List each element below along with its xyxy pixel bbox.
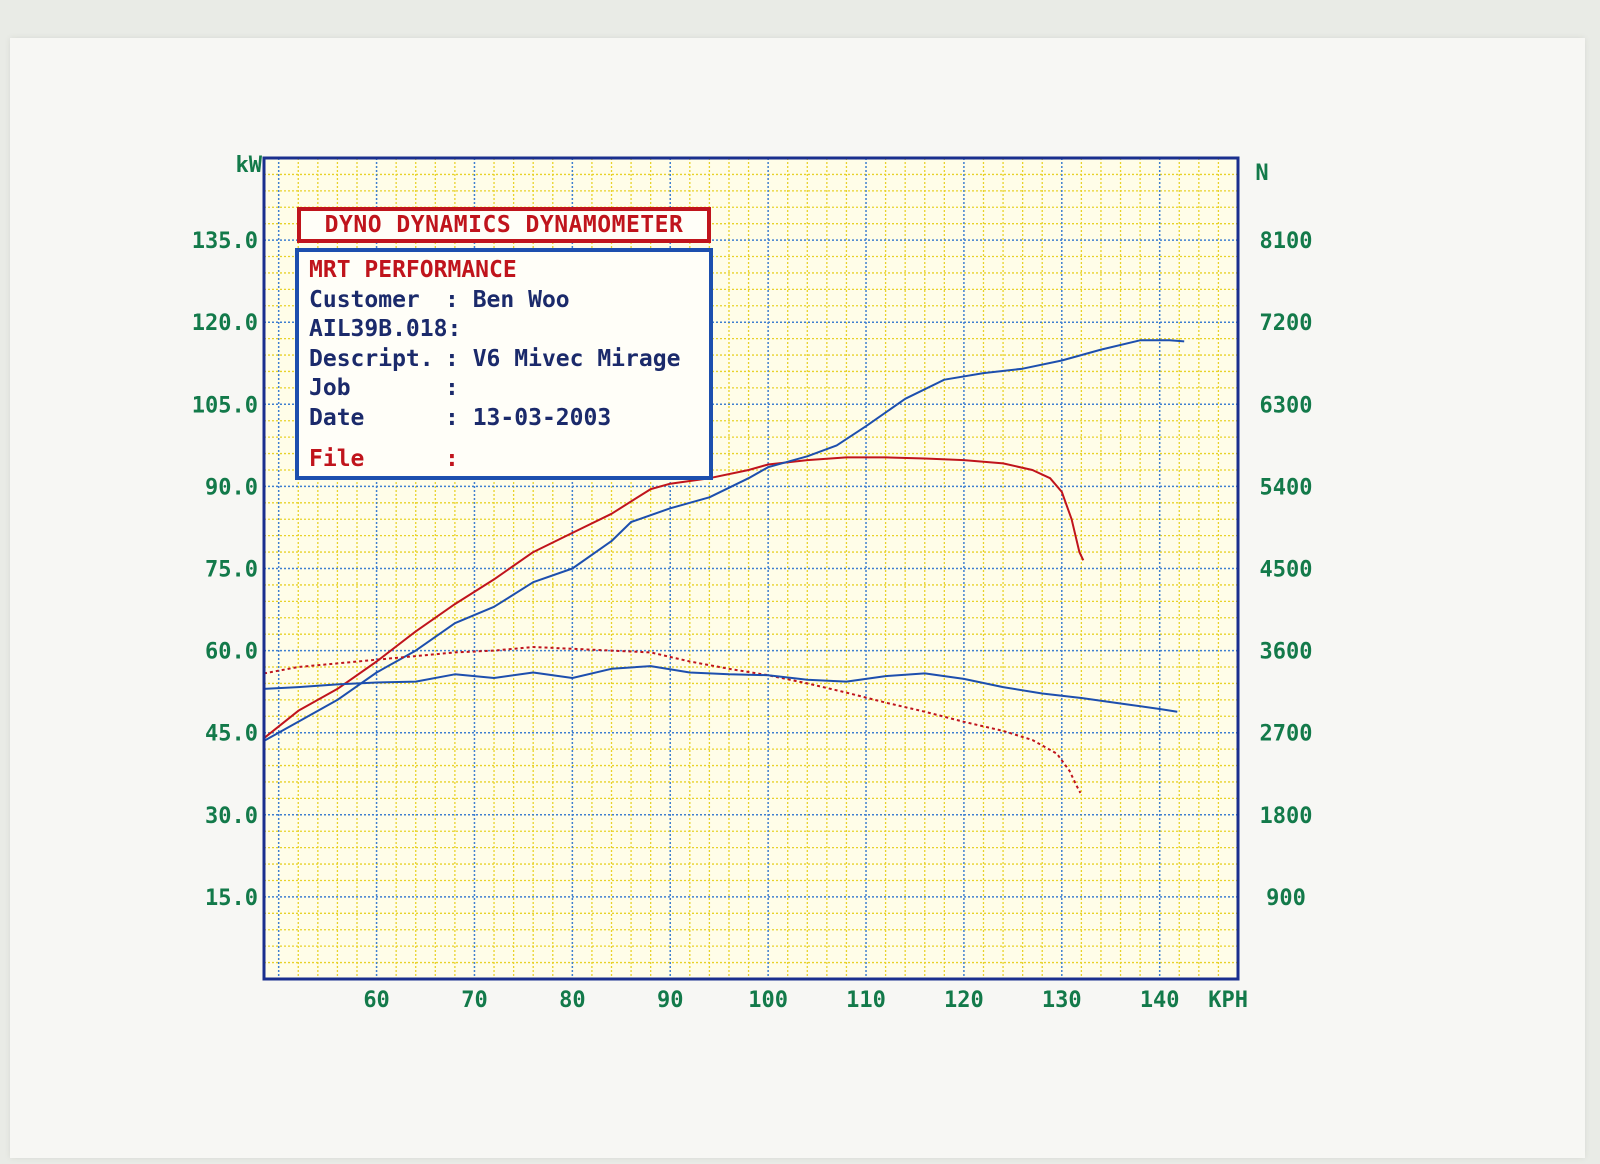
run-id: AIL39B.018: [309, 316, 462, 342]
date-row: Date: 13-03-2003 [309, 404, 699, 434]
x-tick-label: 130 [1042, 988, 1082, 1013]
y-right-axis-label: N [1255, 161, 1268, 186]
date-label: Date [309, 404, 365, 431]
series-line-2 [263, 339, 1185, 742]
y-left-tick-label: 30.0 [205, 804, 258, 829]
x-tick-label: 70 [461, 988, 488, 1013]
file-row: File: [309, 445, 699, 475]
y-right-tick-label: 6300 [1260, 393, 1313, 418]
file-label: File [309, 446, 365, 472]
y-left-tick-label: 15.0 [205, 886, 258, 911]
x-tick-label: 110 [846, 988, 886, 1013]
y-left-axis-label: kW [236, 153, 263, 178]
customer-value: Ben Woo [472, 286, 570, 313]
y-right-tick-label: 7200 [1260, 311, 1313, 336]
x-tick-label: 80 [559, 988, 586, 1013]
y-right-tick-label: 4500 [1260, 558, 1313, 583]
y-right-tick-label: 3600 [1260, 640, 1313, 665]
info-title: DYNO DYNAMICS DYNAMOMETER [297, 207, 711, 243]
descript-value: V6 Mivec Mirage [472, 345, 681, 372]
series-line-1 [263, 456, 1085, 739]
date-value: 13-03-2003 [472, 404, 612, 431]
y-left-tick-label: 60.0 [205, 640, 258, 665]
x-tick-label: 140 [1140, 988, 1180, 1013]
y-left-tick-label: 90.0 [205, 475, 258, 500]
y-left-tick-label: 45.0 [205, 722, 258, 747]
printout-sheet: 15.0 30.0 45.0 60.0 75.0 90.0 105.0 120.0 135.0 9… [10, 38, 1585, 1158]
y-left-tick-label: 120.0 [192, 311, 258, 336]
job-row: Job: [309, 374, 699, 404]
x-tick-label: 120 [944, 988, 984, 1013]
x-tick-label: 90 [657, 988, 684, 1013]
customer-row: Customer: Ben Woo [309, 286, 699, 316]
y-right-tick-label: 5400 [1260, 475, 1313, 500]
y-left-tick-label: 75.0 [205, 558, 258, 583]
y-right-tick-label: 2700 [1260, 722, 1313, 747]
descript-label: Descript. [309, 345, 434, 372]
series-line-4 [263, 665, 1178, 713]
info-box: MRT PERFORMANCE Customer: Ben Woo AIL39B… [295, 248, 713, 480]
y-right-tick-label: 8100 [1260, 229, 1313, 254]
y-left-tick-label: 135.0 [192, 229, 258, 254]
x-tick-label: 100 [748, 988, 788, 1013]
job-label: Job [309, 375, 351, 401]
company-name: MRT PERFORMANCE [309, 257, 517, 283]
x-tick-label: 60 [363, 988, 390, 1013]
y-right-tick-label: 1800 [1260, 804, 1313, 829]
y-right-tick-label: 900 [1266, 886, 1306, 911]
series-line-3 [263, 646, 1082, 794]
y-left-tick-label: 105.0 [192, 393, 258, 418]
descript-row: Descript.: V6 Mivec Mirage [309, 345, 699, 375]
x-axis-label: KPH [1208, 988, 1248, 1013]
dyno-chart: 15.0 30.0 45.0 60.0 75.0 90.0 105.0 120.0 135.0 9… [192, 153, 1313, 1013]
plot-frame [262, 156, 1240, 981]
customer-label: Customer [309, 286, 420, 313]
